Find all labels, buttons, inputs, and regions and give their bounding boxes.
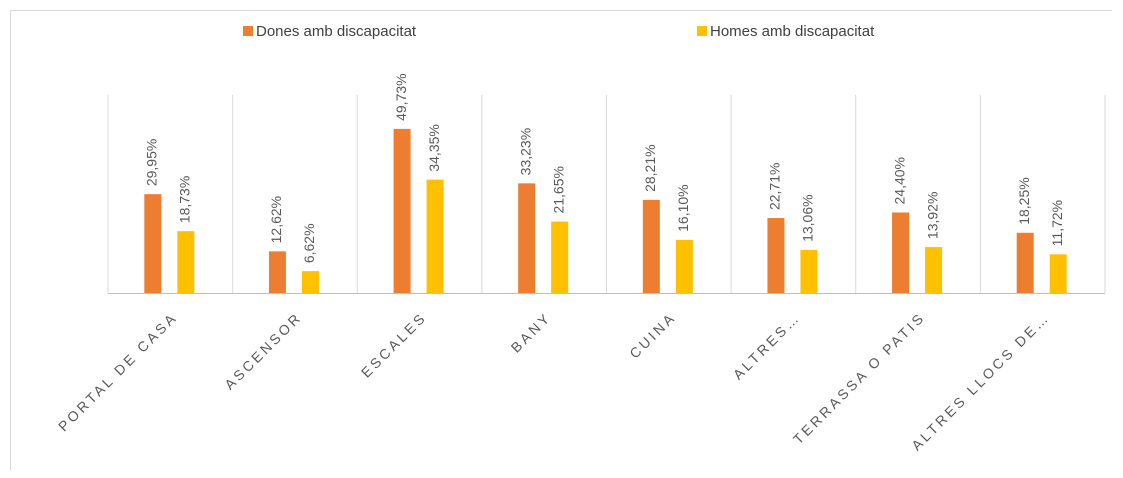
legend-swatch xyxy=(697,26,707,36)
value-label: 22,71% xyxy=(767,163,783,210)
value-label: 28,21% xyxy=(642,144,658,191)
x-tick-label: ASCENSOR xyxy=(221,309,305,393)
bar xyxy=(268,251,286,293)
value-label: 24,40% xyxy=(891,157,907,204)
value-label: 18,73% xyxy=(177,176,193,223)
legend-label: Dones amb discapacitat xyxy=(256,23,417,40)
value-label: 18,25% xyxy=(1016,177,1032,224)
value-label: 13,06% xyxy=(800,194,816,241)
bar xyxy=(675,239,693,293)
x-tick-label: ALTRES… xyxy=(730,309,804,383)
bar xyxy=(177,231,195,293)
x-tick-label: TERRASSA O PATIS xyxy=(790,309,928,447)
value-label: 49,73% xyxy=(393,73,409,120)
value-label: 12,62% xyxy=(268,196,284,243)
value-label: 29,95% xyxy=(144,139,160,186)
value-label: 16,10% xyxy=(675,184,691,231)
value-label: 21,65% xyxy=(550,166,566,213)
bar xyxy=(551,221,569,293)
x-tick-label: ALTRES LLOCS DE… xyxy=(908,309,1053,454)
bar xyxy=(144,194,162,293)
value-label: 6,62% xyxy=(301,223,317,263)
value-label: 33,23% xyxy=(517,128,533,175)
bar xyxy=(767,218,785,293)
x-tick-label: BANY xyxy=(508,309,555,356)
value-label: 34,35% xyxy=(426,124,442,171)
bar xyxy=(892,212,910,293)
bar xyxy=(800,249,818,293)
bar xyxy=(642,199,660,293)
legend-swatch xyxy=(243,26,253,36)
legend-label: Homes amb discapacitat xyxy=(710,23,875,40)
bar xyxy=(301,271,319,293)
x-tick-label: PORTAL DE CASA xyxy=(55,309,181,435)
bar xyxy=(925,247,943,293)
value-label: 11,72% xyxy=(1049,200,1065,246)
value-label: 13,92% xyxy=(924,192,940,239)
x-tick-label: ESCALES xyxy=(358,309,430,381)
bar xyxy=(1016,232,1034,293)
bar xyxy=(426,179,444,293)
bar xyxy=(393,128,411,293)
bar xyxy=(1049,254,1067,293)
x-tick-label: CUINA xyxy=(626,309,679,362)
bar xyxy=(518,183,536,293)
